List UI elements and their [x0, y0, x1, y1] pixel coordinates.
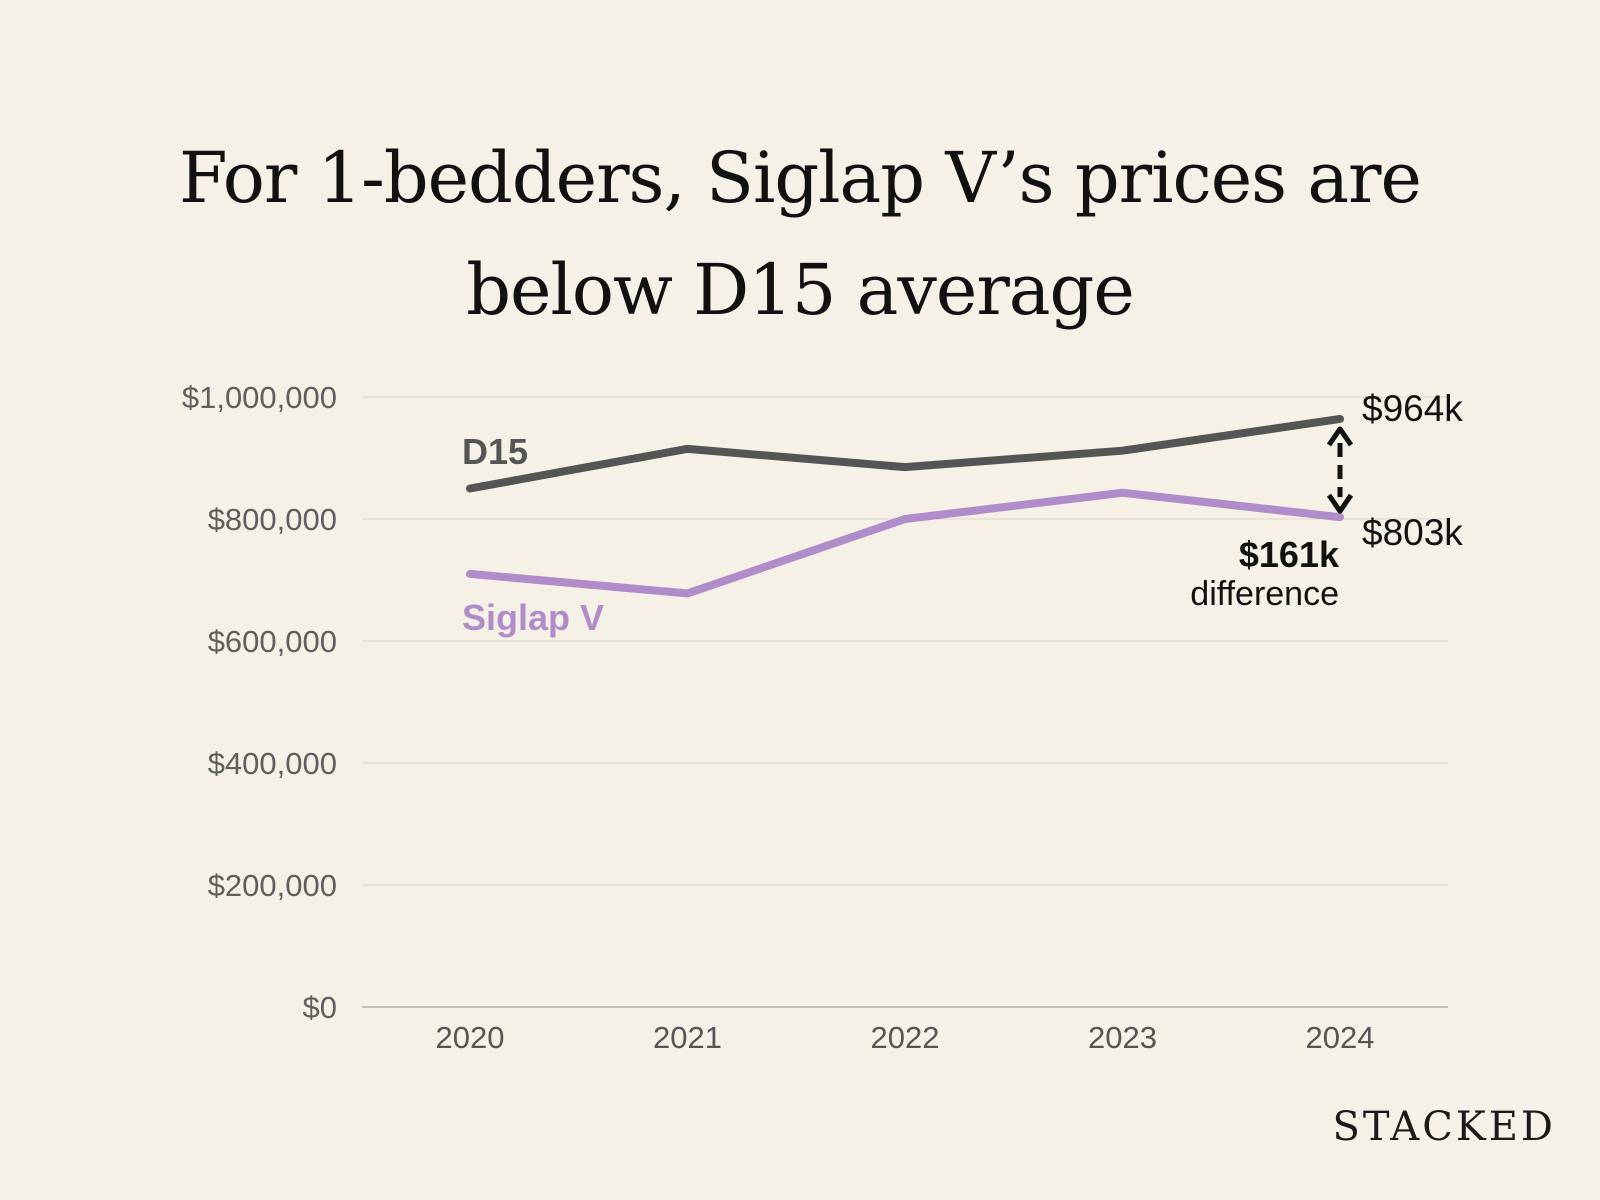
y-tick-label: $200,000	[208, 868, 337, 903]
x-axis-ticks: 2020 2021 2022 2023 2024	[436, 1020, 1375, 1055]
arrow-up-icon	[1326, 426, 1354, 447]
y-tick-label: $600,000	[208, 624, 337, 659]
chart-title: For 1-bedders, Siglap V’s prices are bel…	[0, 122, 1600, 346]
y-axis-ticks: $0 $200,000 $400,000 $600,000 $800,000 $1,000…	[182, 380, 337, 1025]
gridlines	[362, 396, 1448, 1008]
series-line-d15	[466, 414, 1344, 493]
series-lines: D15 Siglap V	[462, 414, 1344, 638]
brand-logo: STACKED	[1332, 1104, 1556, 1150]
difference-amount: $161k	[1239, 534, 1340, 575]
x-tick-label: 2023	[1088, 1020, 1157, 1055]
x-tick-label: 2020	[436, 1020, 505, 1055]
end-label-siglap-v: $803k	[1362, 512, 1463, 553]
end-label-d15: $964k	[1362, 388, 1463, 429]
x-tick-label: 2024	[1306, 1020, 1375, 1055]
series-label-d15: D15	[462, 431, 528, 472]
arrow-down-icon	[1326, 493, 1354, 514]
x-tick-label: 2021	[653, 1020, 722, 1055]
series-label-siglap-v: Siglap V	[462, 597, 604, 638]
y-tick-label: $400,000	[208, 746, 337, 781]
y-tick-label: $1,000,000	[182, 380, 337, 415]
difference-label: difference	[1190, 575, 1339, 613]
x-tick-label: 2022	[871, 1020, 940, 1055]
chart-title-line2: below D15 average	[466, 249, 1135, 331]
y-tick-label: $800,000	[208, 502, 337, 537]
series-line-siglap-v	[466, 488, 1344, 598]
chart-title-line1: For 1-bedders, Siglap V’s prices are	[179, 137, 1422, 219]
y-tick-label: $0	[303, 990, 337, 1025]
